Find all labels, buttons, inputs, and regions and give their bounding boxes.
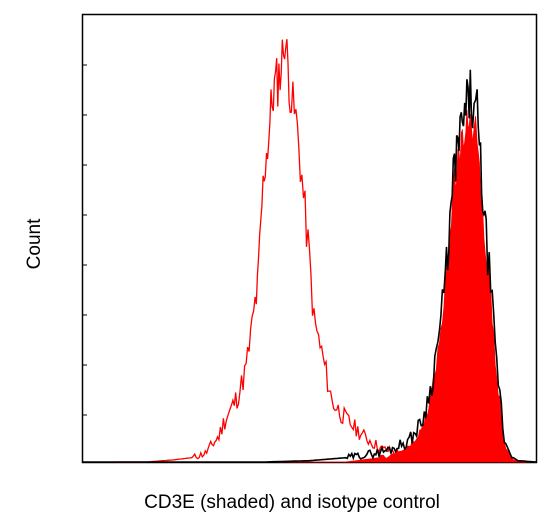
x-axis-title: CD3E (shaded) and isotype control: [144, 492, 440, 513]
y-axis-title: Count: [24, 218, 45, 269]
cd3e-outline-histogram: [83, 69, 537, 463]
y-axis-ticks: [83, 64, 87, 416]
plot-area: [81, 13, 538, 464]
series-layer: [83, 39, 537, 463]
